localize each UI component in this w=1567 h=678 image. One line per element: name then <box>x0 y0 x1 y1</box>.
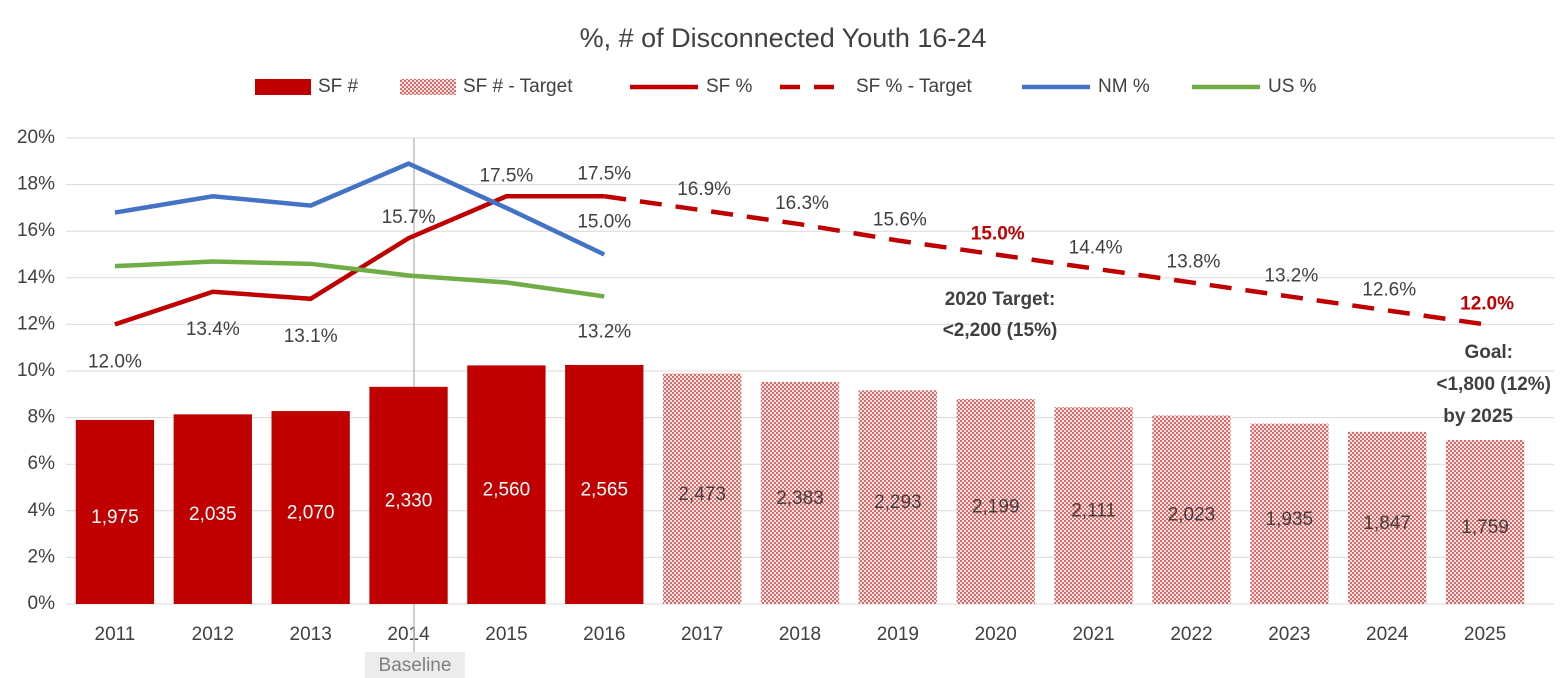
data-label: 17.5% <box>577 163 631 184</box>
x-tick-label: 2022 <box>1170 624 1212 645</box>
bar-label: 1,935 <box>1266 509 1314 530</box>
bar-label: 2,383 <box>776 488 824 509</box>
x-tick-label: 2012 <box>192 624 234 645</box>
data-label: 13.4% <box>186 319 240 340</box>
data-label: 13.2% <box>1264 265 1318 286</box>
legend-label: SF # - Target <box>463 76 573 97</box>
legend-swatch <box>400 79 456 95</box>
x-tick-label: 2025 <box>1464 624 1506 645</box>
x-tick-label: 2019 <box>877 624 919 645</box>
target-bar <box>1348 431 1427 604</box>
legend-label: SF # <box>318 76 359 97</box>
target-bar <box>858 390 938 604</box>
y-tick-label: 2% <box>28 546 56 567</box>
bar-label: 1,847 <box>1363 513 1411 534</box>
y-tick-label: 18% <box>17 174 55 195</box>
x-tick-label: 2018 <box>779 624 821 645</box>
target-bar <box>1250 423 1329 604</box>
data-label: 15.0% <box>971 224 1025 245</box>
y-tick-label: 6% <box>28 453 56 474</box>
bar-label: 2,035 <box>189 504 237 525</box>
line <box>114 194 605 327</box>
bar-label: 2,111 <box>1071 501 1116 522</box>
target-bar <box>1445 440 1525 604</box>
line <box>114 161 606 257</box>
chart-title: %, # of Disconnected Youth 16-24 <box>580 23 987 53</box>
data-label: 12.0% <box>1460 293 1514 314</box>
bar <box>271 411 350 604</box>
bar-label: 2,199 <box>972 497 1020 518</box>
data-label: 14.4% <box>1069 237 1123 258</box>
target-bar <box>760 381 840 604</box>
data-label: 13.1% <box>284 326 338 347</box>
data-label: 17.5% <box>479 165 533 186</box>
legend-swatch <box>255 79 311 95</box>
data-label: 12.0% <box>88 351 142 372</box>
data-label: 15.6% <box>873 210 927 231</box>
x-tick-label: 2015 <box>485 624 527 645</box>
data-label: 13.8% <box>1167 251 1221 272</box>
bar <box>369 386 448 604</box>
x-tick-label: 2020 <box>975 624 1017 645</box>
bar-label: 2,473 <box>678 484 726 505</box>
data-label: 13.2% <box>577 321 631 342</box>
x-tick-label: 2014 <box>387 624 430 645</box>
bar <box>173 414 252 604</box>
x-tick-label: 2017 <box>681 624 723 645</box>
x-tick-label: 2023 <box>1268 624 1310 645</box>
data-label: 15.0% <box>577 212 631 233</box>
baseline-box <box>365 652 465 678</box>
legend-label: NM % <box>1098 76 1150 97</box>
bar-label: 2,560 <box>483 480 531 501</box>
data-label: 16.9% <box>677 179 731 200</box>
target-bar <box>1152 415 1231 604</box>
target-bar <box>956 399 1035 604</box>
bar-label: 1,759 <box>1461 517 1509 538</box>
annotation: by 2025 <box>1443 406 1513 427</box>
bar-label: 1,975 <box>91 507 139 528</box>
bar <box>467 365 546 604</box>
x-tick-label: 2011 <box>95 624 136 645</box>
baseline-label: Baseline <box>379 655 452 676</box>
y-tick-label: 8% <box>28 407 56 428</box>
annotation: Goal: <box>1464 342 1513 363</box>
y-tick-label: 20% <box>17 127 55 148</box>
line <box>114 259 605 299</box>
x-tick-label: 2021 <box>1072 624 1114 645</box>
data-label: 15.7% <box>382 207 436 228</box>
bar <box>75 419 155 604</box>
x-tick-label: 2024 <box>1366 624 1409 645</box>
bar-label: 2,023 <box>1168 505 1216 526</box>
bar-label: 2,330 <box>385 490 433 511</box>
data-label: 12.6% <box>1362 279 1416 300</box>
y-tick-label: 14% <box>17 267 55 288</box>
annotation: <1,800 (12%) <box>1436 374 1551 395</box>
y-tick-label: 12% <box>17 313 55 334</box>
x-tick-label: 2013 <box>290 624 332 645</box>
target-bar <box>662 373 742 604</box>
data-label: 16.3% <box>775 193 829 214</box>
legend-label: SF % <box>706 76 753 97</box>
y-tick-label: 0% <box>28 593 56 614</box>
bar-label: 2,565 <box>580 479 628 500</box>
y-tick-label: 16% <box>17 220 55 241</box>
bar <box>565 364 644 604</box>
bar-label: 2,070 <box>287 503 335 524</box>
y-tick-label: 10% <box>17 360 55 381</box>
annotation: <2,200 (15%) <box>943 320 1058 341</box>
legend-label: US % <box>1268 76 1317 97</box>
x-tick-label: 2016 <box>583 624 625 645</box>
legend-label: SF % - Target <box>856 76 973 97</box>
target-line <box>603 194 1486 327</box>
y-tick-label: 4% <box>28 500 56 521</box>
bar-label: 2,293 <box>874 492 922 513</box>
target-bar <box>1054 407 1133 604</box>
annotation: 2020 Target: <box>945 289 1056 310</box>
